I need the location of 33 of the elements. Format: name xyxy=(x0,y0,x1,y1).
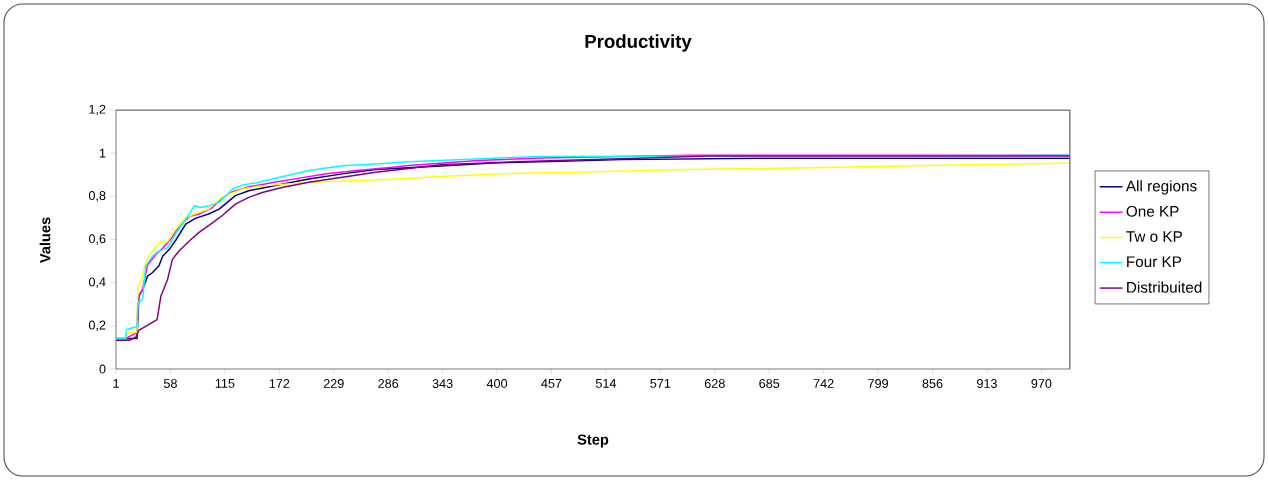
y-tick-label: 0,6 xyxy=(88,234,106,245)
y-tick-label: 1,2 xyxy=(89,104,106,116)
x-tick-label: 229 xyxy=(323,379,344,388)
legend-label: Tw o KP xyxy=(1126,231,1182,242)
x-tick-label: 172 xyxy=(269,379,290,388)
x-tick-label: 799 xyxy=(868,379,888,388)
x-axis-title: Step xyxy=(577,434,609,448)
x-tick-label: 628 xyxy=(704,379,725,388)
x-tick-label: 571 xyxy=(650,379,671,388)
x-tick-label: 514 xyxy=(595,379,617,388)
y-tick-label: 1 xyxy=(99,148,106,158)
y-tick-label: 0,4 xyxy=(88,277,106,288)
y-tick-label: 0,2 xyxy=(88,320,106,332)
y-tick-label: 0 xyxy=(99,364,106,374)
x-tick-label: 913 xyxy=(976,379,997,388)
x-tick-label: 343 xyxy=(432,379,453,388)
x-tick-label: 286 xyxy=(378,379,399,388)
x-tick-label: 742 xyxy=(813,379,834,388)
x-tick-label: 457 xyxy=(541,379,562,388)
x-tick-label: 400 xyxy=(486,379,508,388)
x-tick-label: 115 xyxy=(215,379,235,388)
y-tick-label: 0,8 xyxy=(88,191,106,202)
legend-label: Four KP xyxy=(1127,256,1182,268)
chart-title: Productivity xyxy=(585,34,692,52)
y-axis-title: Values xyxy=(39,217,51,264)
legend-label: All regions xyxy=(1125,180,1197,195)
x-tick-label: 685 xyxy=(759,379,780,388)
x-tick-label: 58 xyxy=(163,379,177,388)
x-tick-label: 970 xyxy=(1031,379,1052,388)
x-tick-label: 1 xyxy=(113,379,119,388)
x-tick-label: 856 xyxy=(922,379,943,388)
legend-label: One KP xyxy=(1126,205,1179,217)
legend-label: Distribuited xyxy=(1127,281,1202,293)
